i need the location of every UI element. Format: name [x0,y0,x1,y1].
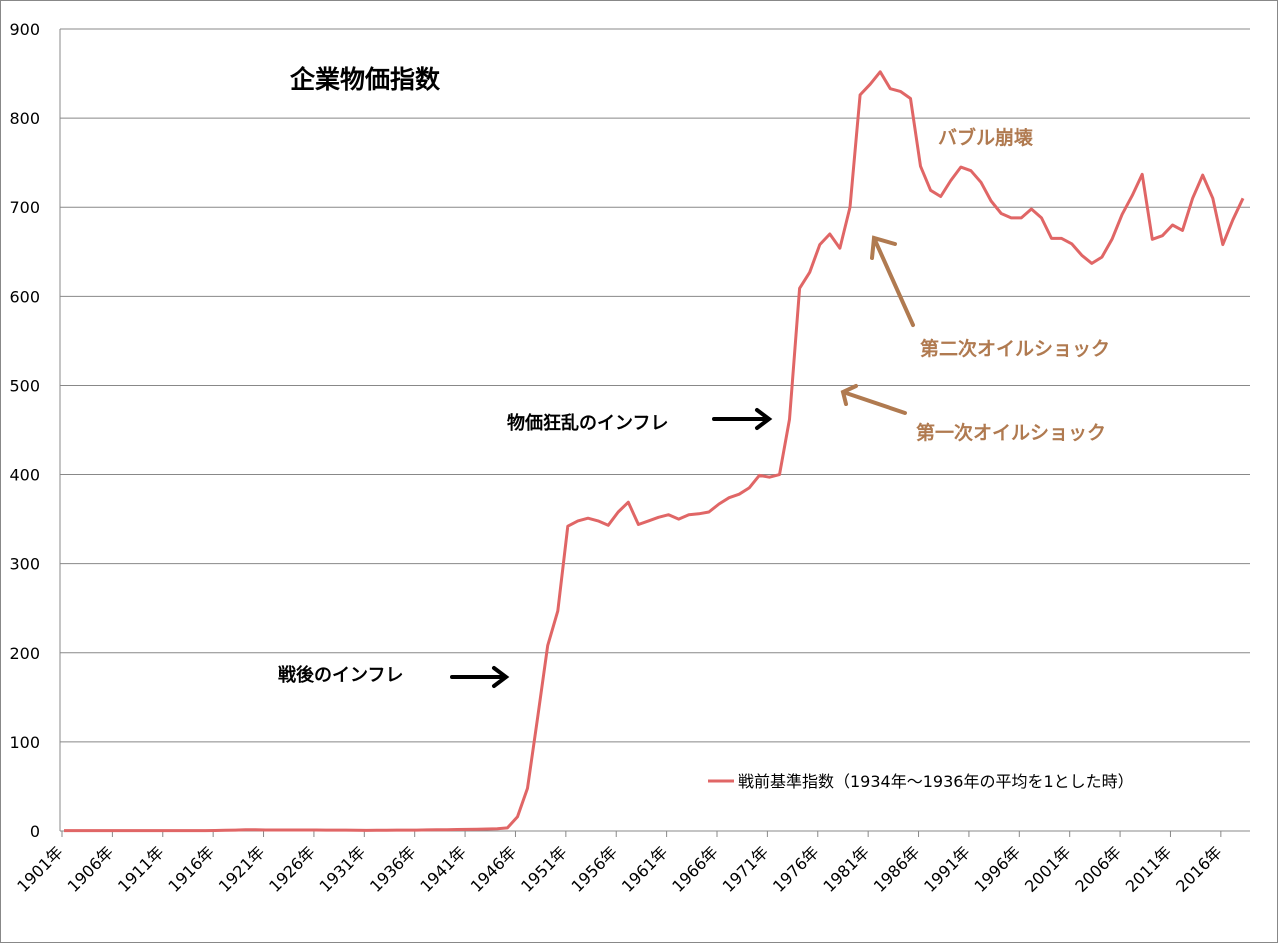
arrow-oil-shock-2-icon [870,235,915,327]
y-tick-label: 100 [9,733,40,752]
annotation-crazy-inflation: 物価狂乱のインフレ [507,412,668,434]
y-tick-label: 200 [9,644,40,663]
annotation-bubble: バブル崩壊 [938,126,1034,149]
arrow-crazy-inflation-icon [712,408,773,430]
y-tick-label: 500 [9,376,40,395]
y-tick-label: 600 [9,287,40,306]
annotation-postwar: 戦後のインフレ [278,664,403,686]
y-tick-label: 400 [9,466,40,485]
y-tick-label: 300 [9,555,40,574]
legend-label: 戦前基準指数（1934年～1936年の平均を1とした時） [738,772,1134,791]
annotation-oil-shock-2: 第二次オイルショック [920,337,1110,360]
chart-title: 企業物価指数 [290,65,441,94]
y-tick-label: 800 [9,109,40,128]
annotation-oil-shock-1: 第一次オイルショック [916,421,1106,444]
series-line [64,70,1245,833]
arrow-postwar-icon [450,666,510,688]
y-tick-label: 900 [9,20,40,39]
y-tick-label: 700 [9,198,40,217]
y-tick-label: 0 [30,822,40,841]
arrow-oil-shock-1-icon [840,384,907,415]
